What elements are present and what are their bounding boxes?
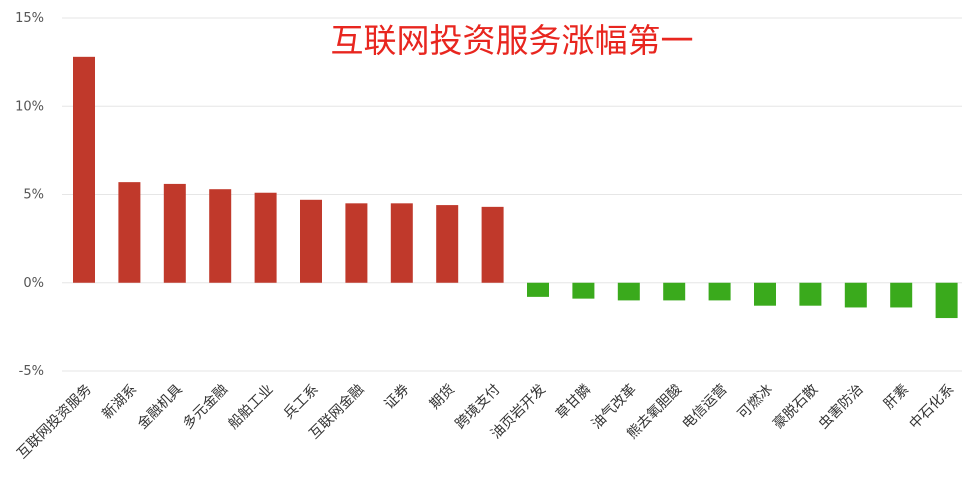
bar (708, 282, 731, 301)
x-tick-label: 虫害防治 (816, 382, 867, 433)
x-tick-label: 可燃冰 (734, 381, 776, 423)
bar (890, 282, 913, 308)
bar (73, 56, 95, 283)
bars (73, 56, 958, 319)
bar (935, 282, 958, 319)
bar (163, 183, 186, 283)
y-axis-ticks: 15% 10% 5% 0% -5% (15, 11, 44, 379)
bar (844, 282, 867, 308)
x-tick-label: 金融机具 (135, 382, 186, 433)
chart-title: 互联网投资服务涨幅第一 (331, 21, 694, 60)
x-tick-label: 船舶工业 (226, 382, 277, 433)
bar (345, 203, 368, 283)
y-tick-label: 0% (23, 276, 44, 291)
x-tick-label: 电信运营 (680, 382, 731, 433)
x-tick-label: 草甘膦 (553, 382, 594, 423)
bar (254, 192, 277, 283)
bar (754, 282, 776, 306)
x-tick-label: 多元金融 (179, 381, 231, 433)
bar (300, 199, 322, 283)
bar (572, 282, 595, 299)
bar (799, 282, 822, 306)
bar (436, 205, 459, 283)
x-tick-label: 肝素 (881, 382, 912, 413)
bar (118, 182, 141, 283)
y-tick-label: -5% (19, 364, 44, 379)
y-tick-label: 5% (23, 188, 44, 203)
x-tick-label: 豪脱石散 (770, 382, 821, 433)
x-tick-label: 互联网投资服务 (14, 382, 95, 463)
grid-lines (62, 17, 962, 372)
x-tick-label: 证券 (382, 382, 413, 413)
bar (617, 282, 640, 301)
x-tick-label: 新湖系 (99, 382, 140, 423)
y-tick-label: 15% (15, 11, 44, 26)
bar (209, 189, 232, 283)
bar (390, 203, 413, 283)
x-tick-label: 中石化系 (907, 382, 958, 433)
bar (481, 206, 504, 283)
x-tick-label: 兵工系 (281, 382, 322, 423)
bar (663, 282, 686, 301)
x-tick-label: 期货 (426, 381, 458, 413)
bar (527, 282, 549, 297)
y-tick-label: 10% (15, 99, 44, 114)
